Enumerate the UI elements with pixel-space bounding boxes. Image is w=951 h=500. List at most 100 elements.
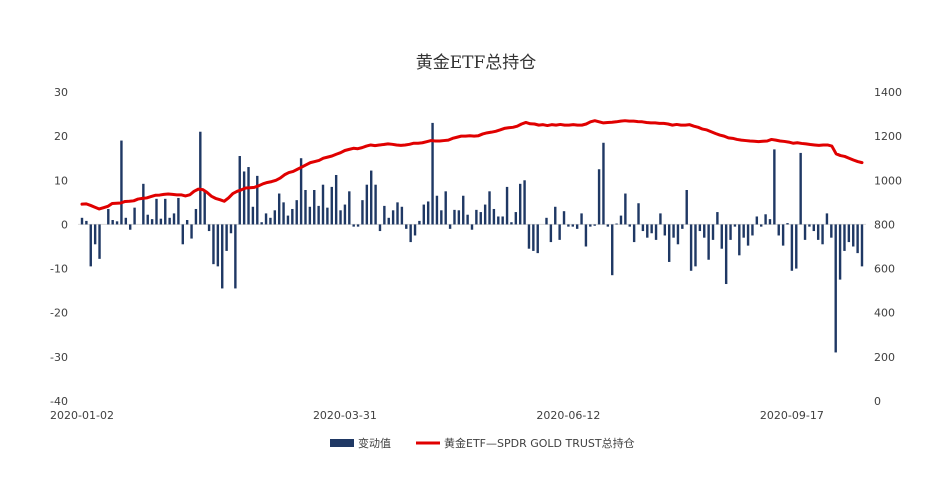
- bar: [400, 206, 404, 225]
- bar: [216, 224, 220, 267]
- bar: [89, 224, 92, 267]
- x-axis-tick-label: 2020-01-02: [50, 409, 114, 422]
- legend-swatch-bar: [330, 439, 354, 447]
- bar: [150, 219, 154, 225]
- right-axis-tick-label: 0: [874, 395, 881, 408]
- bar: [646, 224, 649, 238]
- bar: [830, 224, 833, 238]
- right-axis-tick-label: 1200: [874, 130, 902, 143]
- bar: [523, 180, 526, 225]
- bar: [277, 193, 281, 225]
- bar: [764, 214, 767, 225]
- legend: 变动值 黄金ETF—SPDR GOLD TRUST总持仓: [330, 436, 635, 450]
- bar: [838, 224, 842, 280]
- bar: [667, 224, 671, 262]
- bar: [501, 216, 504, 225]
- bar: [462, 195, 465, 225]
- bar: [453, 209, 456, 225]
- bar: [194, 208, 198, 225]
- bar: [843, 224, 846, 251]
- bar: [707, 224, 710, 260]
- x-axis: 2020-01-02 2020-03-31 2020-06-12 2020-09-17…: [50, 223, 866, 422]
- bar: [571, 224, 574, 227]
- bar: [448, 224, 452, 229]
- bar: [221, 224, 224, 289]
- bar: [834, 224, 837, 353]
- bar: [334, 174, 338, 225]
- bar: [251, 206, 255, 225]
- bar: [856, 224, 859, 254]
- bar: [98, 224, 101, 259]
- bar: [860, 224, 864, 267]
- bar: [229, 224, 233, 234]
- bar: [313, 189, 316, 225]
- bar: [273, 210, 277, 225]
- x-axis-tick-label: 2020-06-12: [536, 409, 600, 422]
- bar: [549, 224, 553, 243]
- bar: [146, 214, 149, 225]
- bar: [483, 204, 487, 225]
- bar: [567, 224, 570, 227]
- bar: [234, 224, 237, 289]
- bar: [790, 224, 794, 271]
- bar: [847, 224, 851, 243]
- bar: [212, 224, 215, 265]
- bar: [672, 224, 675, 238]
- bar: [111, 220, 114, 225]
- bar: [492, 208, 496, 225]
- bar: [85, 220, 88, 225]
- bar: [128, 224, 132, 230]
- legend-label-bar: 变动值: [358, 436, 391, 450]
- bar: [514, 212, 518, 225]
- bar: [343, 204, 347, 225]
- bar: [795, 224, 798, 269]
- right-axis-tick-label: 800: [874, 218, 895, 231]
- bar: [317, 205, 320, 225]
- right-axis-tick-label: 1400: [874, 86, 902, 99]
- bar: [256, 175, 259, 225]
- bar: [185, 220, 189, 225]
- bar: [409, 224, 412, 243]
- bar: [659, 213, 662, 225]
- bar: [799, 152, 802, 225]
- bar: [203, 191, 206, 225]
- bar: [536, 224, 539, 254]
- bar: [247, 167, 250, 225]
- bar: [168, 217, 171, 225]
- bar: [181, 224, 184, 245]
- line-series: [80, 119, 864, 211]
- bar: [589, 224, 592, 227]
- bar: [431, 122, 434, 225]
- bar: [676, 224, 680, 245]
- bar: [475, 209, 478, 225]
- bar: [107, 208, 110, 225]
- bar: [374, 184, 377, 225]
- bar: [703, 224, 706, 238]
- bar: [624, 193, 627, 225]
- bar: [554, 206, 557, 225]
- bar: [602, 142, 605, 225]
- bar: [527, 224, 531, 249]
- bar: [562, 211, 566, 225]
- bar: [155, 198, 158, 225]
- bar: [370, 170, 373, 225]
- right-axis: 1400 1200 1000 800 600 400 200 0: [874, 86, 902, 408]
- bar: [628, 224, 631, 227]
- bar: [93, 224, 97, 245]
- bar: [619, 215, 623, 225]
- bar: [299, 158, 303, 225]
- bar: [133, 207, 136, 225]
- bar-series: [80, 122, 864, 353]
- bar: [637, 203, 640, 225]
- bar: [260, 222, 263, 225]
- bar: [282, 202, 285, 225]
- bar: [479, 212, 482, 225]
- bar: [641, 224, 645, 232]
- bar: [115, 221, 119, 225]
- bar: [654, 224, 658, 240]
- bar: [786, 223, 789, 225]
- bar: [164, 198, 167, 225]
- bar: [510, 222, 513, 225]
